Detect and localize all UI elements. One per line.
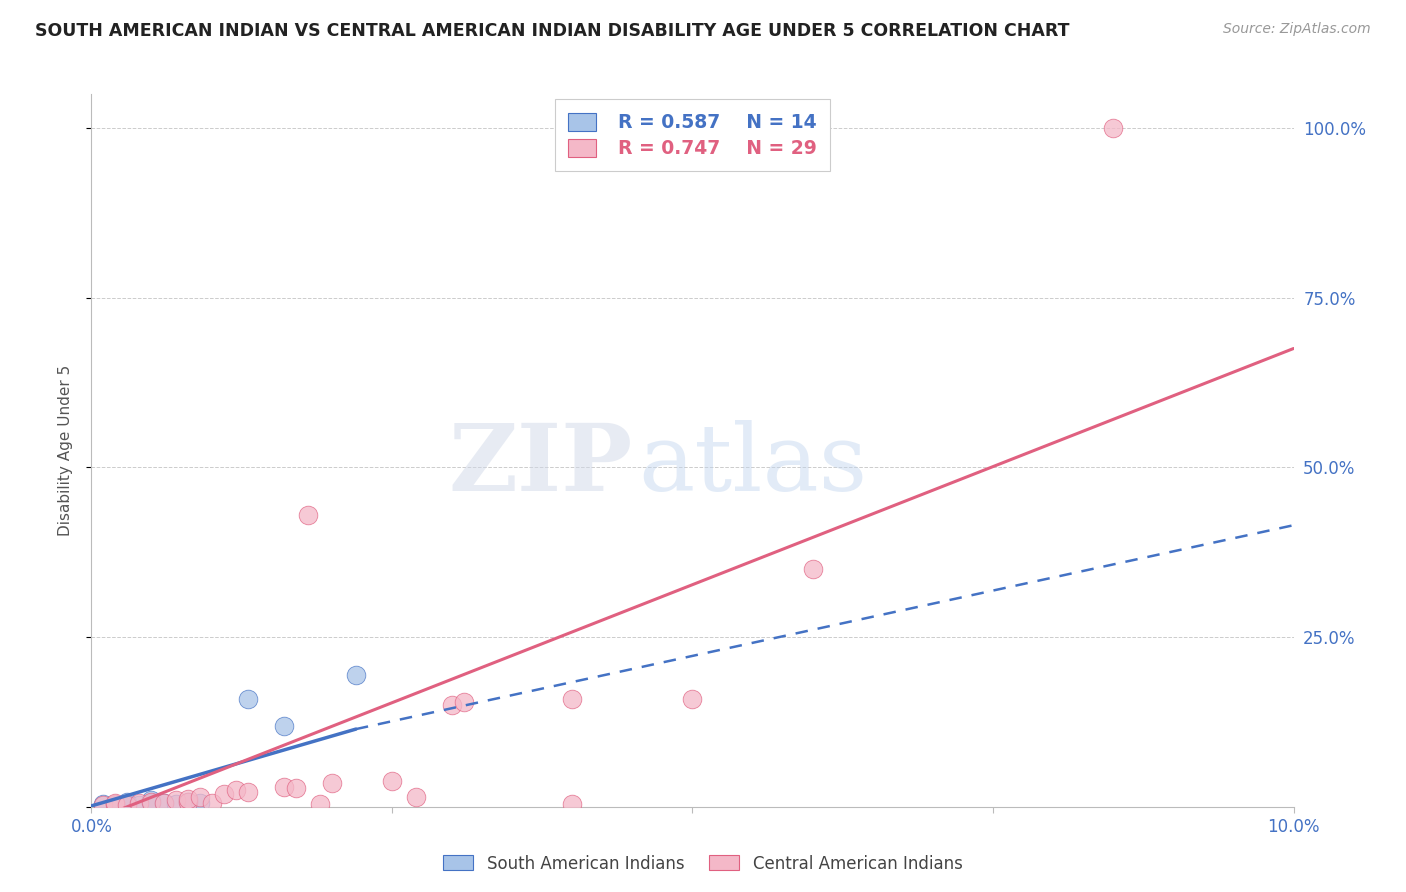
- Text: Source: ZipAtlas.com: Source: ZipAtlas.com: [1223, 22, 1371, 37]
- Point: [225, 783, 247, 797]
- Point: [236, 785, 259, 799]
- Point: [440, 698, 463, 713]
- Point: [104, 796, 127, 810]
- Point: [93, 797, 115, 811]
- Legend:   R = 0.587    N = 14,   R = 0.747    N = 29: R = 0.587 N = 14, R = 0.747 N = 29: [554, 100, 831, 171]
- Point: [176, 795, 198, 809]
- Text: atlas: atlas: [638, 420, 868, 509]
- Point: [188, 790, 211, 805]
- Point: [128, 796, 150, 810]
- Point: [1102, 120, 1125, 135]
- Point: [801, 562, 824, 576]
- Point: [453, 695, 475, 709]
- Point: [308, 797, 330, 811]
- Point: [321, 776, 343, 790]
- Point: [176, 792, 198, 806]
- Text: ZIP: ZIP: [449, 420, 633, 509]
- Point: [297, 508, 319, 522]
- Point: [201, 796, 224, 810]
- Point: [141, 796, 163, 810]
- Point: [104, 797, 127, 811]
- Point: [117, 795, 139, 809]
- Point: [284, 781, 307, 796]
- Text: SOUTH AMERICAN INDIAN VS CENTRAL AMERICAN INDIAN DISABILITY AGE UNDER 5 CORRELAT: SOUTH AMERICAN INDIAN VS CENTRAL AMERICA…: [35, 22, 1070, 40]
- Point: [681, 691, 703, 706]
- Point: [104, 798, 127, 813]
- Point: [141, 795, 163, 809]
- Point: [93, 797, 115, 812]
- Legend: South American Indians, Central American Indians: South American Indians, Central American…: [437, 848, 969, 880]
- Point: [405, 790, 427, 805]
- Point: [165, 797, 187, 811]
- Point: [561, 691, 583, 706]
- Point: [273, 780, 295, 794]
- Y-axis label: Disability Age Under 5: Disability Age Under 5: [58, 365, 73, 536]
- Point: [344, 667, 367, 681]
- Point: [212, 787, 235, 801]
- Point: [117, 797, 139, 812]
- Point: [128, 797, 150, 812]
- Point: [381, 774, 404, 789]
- Point: [152, 796, 174, 810]
- Point: [176, 795, 198, 809]
- Point: [188, 796, 211, 810]
- Point: [141, 793, 163, 807]
- Point: [273, 719, 295, 733]
- Point: [117, 797, 139, 811]
- Point: [561, 797, 583, 811]
- Point: [236, 691, 259, 706]
- Point: [165, 793, 187, 807]
- Point: [152, 796, 174, 810]
